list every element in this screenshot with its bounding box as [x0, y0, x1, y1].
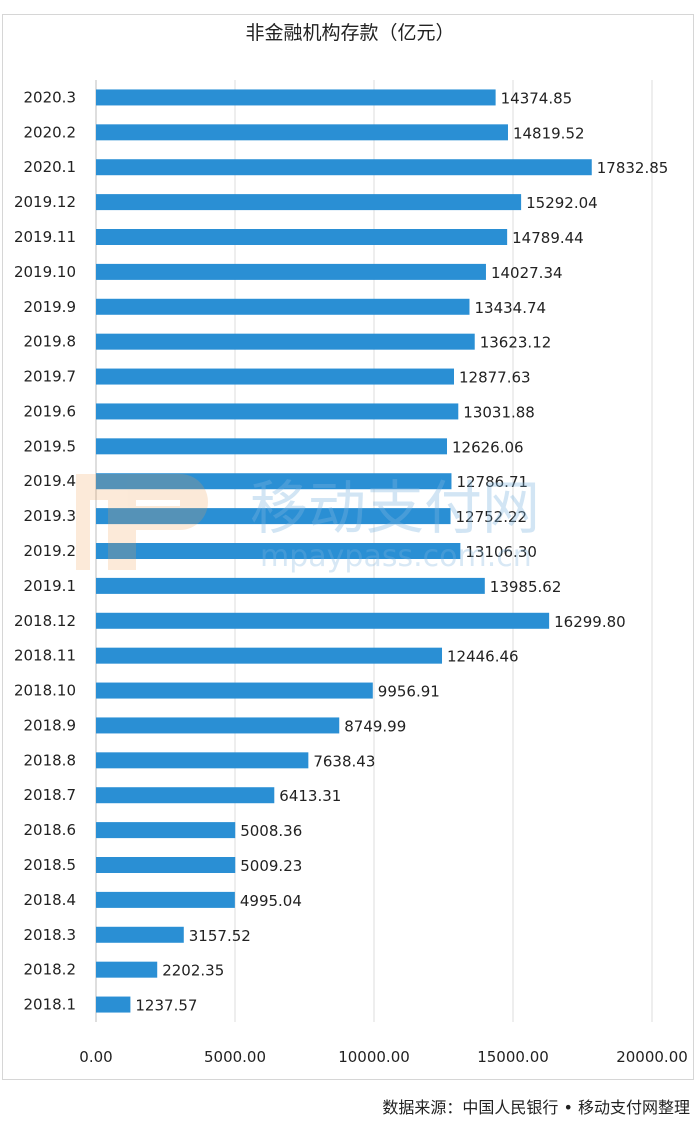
bar: [96, 333, 475, 350]
category-label: 2019.12: [14, 193, 76, 211]
category-label: 2018.1: [24, 996, 77, 1014]
bar: [96, 926, 184, 943]
category-label: 2019.10: [14, 263, 76, 281]
category-label: 2020.2: [24, 123, 77, 141]
value-label: 12626.06: [452, 438, 524, 456]
bar: [96, 752, 309, 769]
bar: [96, 996, 131, 1013]
bar: [96, 124, 508, 141]
watermark-text: 移动支付网: [250, 474, 540, 542]
x-tick-label: 20000.00: [616, 1048, 688, 1066]
category-label: 2020.3: [24, 88, 77, 106]
bar: [96, 961, 158, 978]
value-label: 3157.52: [189, 927, 251, 945]
value-label: 5008.36: [240, 822, 302, 840]
category-label: 2018.10: [14, 682, 76, 700]
x-tick-label: 0.00: [79, 1048, 112, 1066]
value-label: 13434.74: [474, 299, 546, 317]
x-tick-label: 5000.00: [204, 1048, 266, 1066]
bar: [96, 298, 470, 315]
value-label: 12752.22: [456, 508, 528, 526]
category-label: 2019.11: [14, 228, 76, 246]
value-label: 16299.80: [554, 613, 626, 631]
bar: [96, 229, 508, 245]
watermark-logo: [76, 474, 208, 570]
category-label: 2019.3: [24, 507, 77, 525]
value-label: 8749.99: [344, 717, 406, 735]
category-label: 2018.5: [24, 856, 77, 874]
category-label: 2019.8: [24, 333, 77, 351]
bar: [96, 89, 496, 106]
value-label: 1237.57: [135, 997, 197, 1015]
value-label: 12446.46: [447, 648, 519, 666]
bar: [96, 857, 236, 873]
bar: [96, 612, 550, 629]
x-tick-label: 15000.00: [477, 1048, 549, 1066]
bar: [96, 508, 451, 525]
bar: [96, 194, 522, 211]
category-label: 2018.2: [24, 961, 77, 979]
category-label: 2019.6: [24, 402, 77, 420]
value-label: 5009.23: [240, 857, 302, 875]
bar: [96, 647, 443, 664]
category-label: 2020.1: [24, 158, 77, 176]
value-label: 15292.04: [526, 194, 598, 212]
value-label: 17832.85: [597, 159, 669, 177]
value-label: 6413.31: [279, 787, 341, 805]
bar: [96, 717, 340, 734]
category-label: 2018.12: [14, 612, 76, 630]
value-label: 12877.63: [459, 369, 531, 387]
bar: [96, 263, 486, 280]
category-label: 2018.11: [14, 647, 76, 665]
value-label: 13623.12: [480, 334, 552, 352]
watermark-subtext: mpaypass.com.cn: [260, 539, 532, 574]
value-label: 12786.71: [456, 473, 528, 491]
value-label: 14819.52: [513, 124, 585, 142]
value-label: 13985.62: [490, 578, 562, 596]
value-label: 9956.91: [378, 683, 440, 701]
value-label: 14027.34: [491, 264, 563, 282]
bar: [96, 891, 235, 908]
bar: [96, 159, 592, 176]
value-label: 14374.85: [501, 89, 573, 107]
bar: [96, 403, 459, 420]
x-tick-label: 10000.00: [338, 1048, 410, 1066]
value-label: 13106.30: [465, 543, 537, 561]
chart-title: 非金融机构存款（亿元）: [245, 22, 455, 44]
category-label: 2018.7: [24, 786, 77, 804]
bar: [96, 438, 448, 455]
category-label: 2019.2: [24, 542, 77, 560]
value-label: 4995.04: [240, 892, 302, 910]
watermark: 移动支付网 mpaypass.com.cn: [76, 474, 540, 574]
category-label: 2018.9: [24, 716, 77, 734]
bar: [96, 473, 452, 490]
data-source-note: 数据来源：中国人民银行 • 移动支付网整理: [382, 1098, 690, 1117]
category-label: 2019.4: [24, 472, 77, 490]
category-label: 2018.4: [24, 891, 77, 909]
category-label: 2018.6: [24, 821, 77, 839]
bar: [96, 543, 461, 559]
category-label: 2018.8: [24, 751, 77, 769]
bar: [96, 787, 275, 804]
bar: [96, 368, 454, 385]
bar: [96, 682, 373, 699]
value-label: 14789.44: [512, 229, 584, 247]
category-label: 2019.9: [24, 298, 77, 316]
bar: [96, 577, 485, 594]
category-label: 2018.3: [24, 926, 77, 944]
category-label: 2019.7: [24, 368, 77, 386]
value-label: 2202.35: [162, 962, 224, 980]
category-label: 2019.1: [24, 577, 77, 595]
value-label: 13031.88: [463, 403, 535, 421]
category-label: 2019.5: [24, 437, 77, 455]
bar: [96, 822, 236, 839]
bar-chart: 0.00 5000.00 10000.00 15000.00 20000.00 2020.…: [14, 80, 688, 1066]
value-label: 7638.43: [313, 752, 375, 770]
